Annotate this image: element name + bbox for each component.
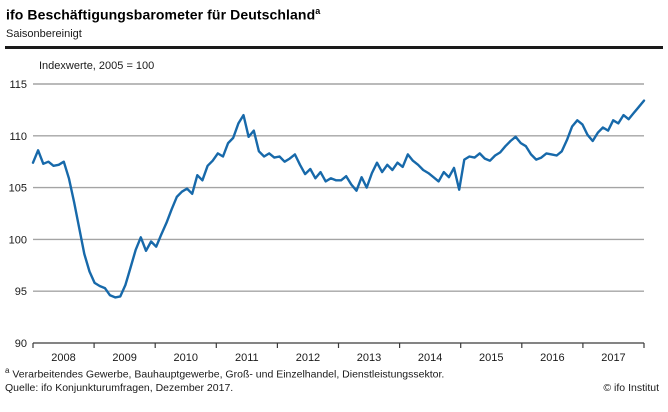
y-axis-label-90: 90 (15, 338, 27, 350)
x-axis-label-2014: 2014 (418, 352, 442, 364)
x-axis-label-2012: 2012 (296, 352, 320, 364)
y-axis-label-105: 105 (9, 183, 27, 195)
x-axis-label-2015: 2015 (479, 352, 503, 364)
x-axis-label-2011: 2011 (235, 352, 259, 364)
x-axis-label-2016: 2016 (540, 352, 564, 364)
page-title-superscript: a (315, 6, 321, 16)
x-axis-label-2010: 2010 (174, 352, 198, 364)
y-axis-label-95: 95 (15, 286, 27, 298)
chart-unit-label: Indexwerte, 2005 = 100 (39, 60, 155, 72)
y-axis-label-100: 100 (9, 234, 27, 246)
copyright-notice: © ifo Institut (603, 382, 659, 394)
x-axis-label-2013: 2013 (357, 352, 381, 364)
footnote-text: Verarbeitendes Gewerbe, Bauhauptgewerbe,… (12, 368, 445, 381)
x-axis-label-2009: 2009 (112, 352, 136, 364)
x-axis-label-2008: 2008 (51, 352, 75, 364)
x-axis-label-2017: 2017 (601, 352, 625, 364)
y-axis-label-110: 110 (9, 131, 27, 143)
page-title: ifo Beschäftigungsbarometer für Deutschl… (6, 6, 320, 23)
page-subtitle: Saisonbereinigt (6, 28, 82, 40)
data-line-ifo-beschäftigungsbarometer (31, 99, 646, 299)
title-divider-rule (5, 46, 663, 49)
chart-source: Quelle: ifo Konjunkturumfragen, Dezember… (5, 382, 234, 394)
page-title-text: ifo Beschäftigungsbarometer für Deutschl… (6, 6, 316, 23)
chart-footnote: a Verarbeitendes Gewerbe, Bauhauptgewerb… (5, 366, 444, 381)
y-axis-label-115: 115 (9, 79, 27, 91)
footnote-marker: a (5, 366, 10, 375)
